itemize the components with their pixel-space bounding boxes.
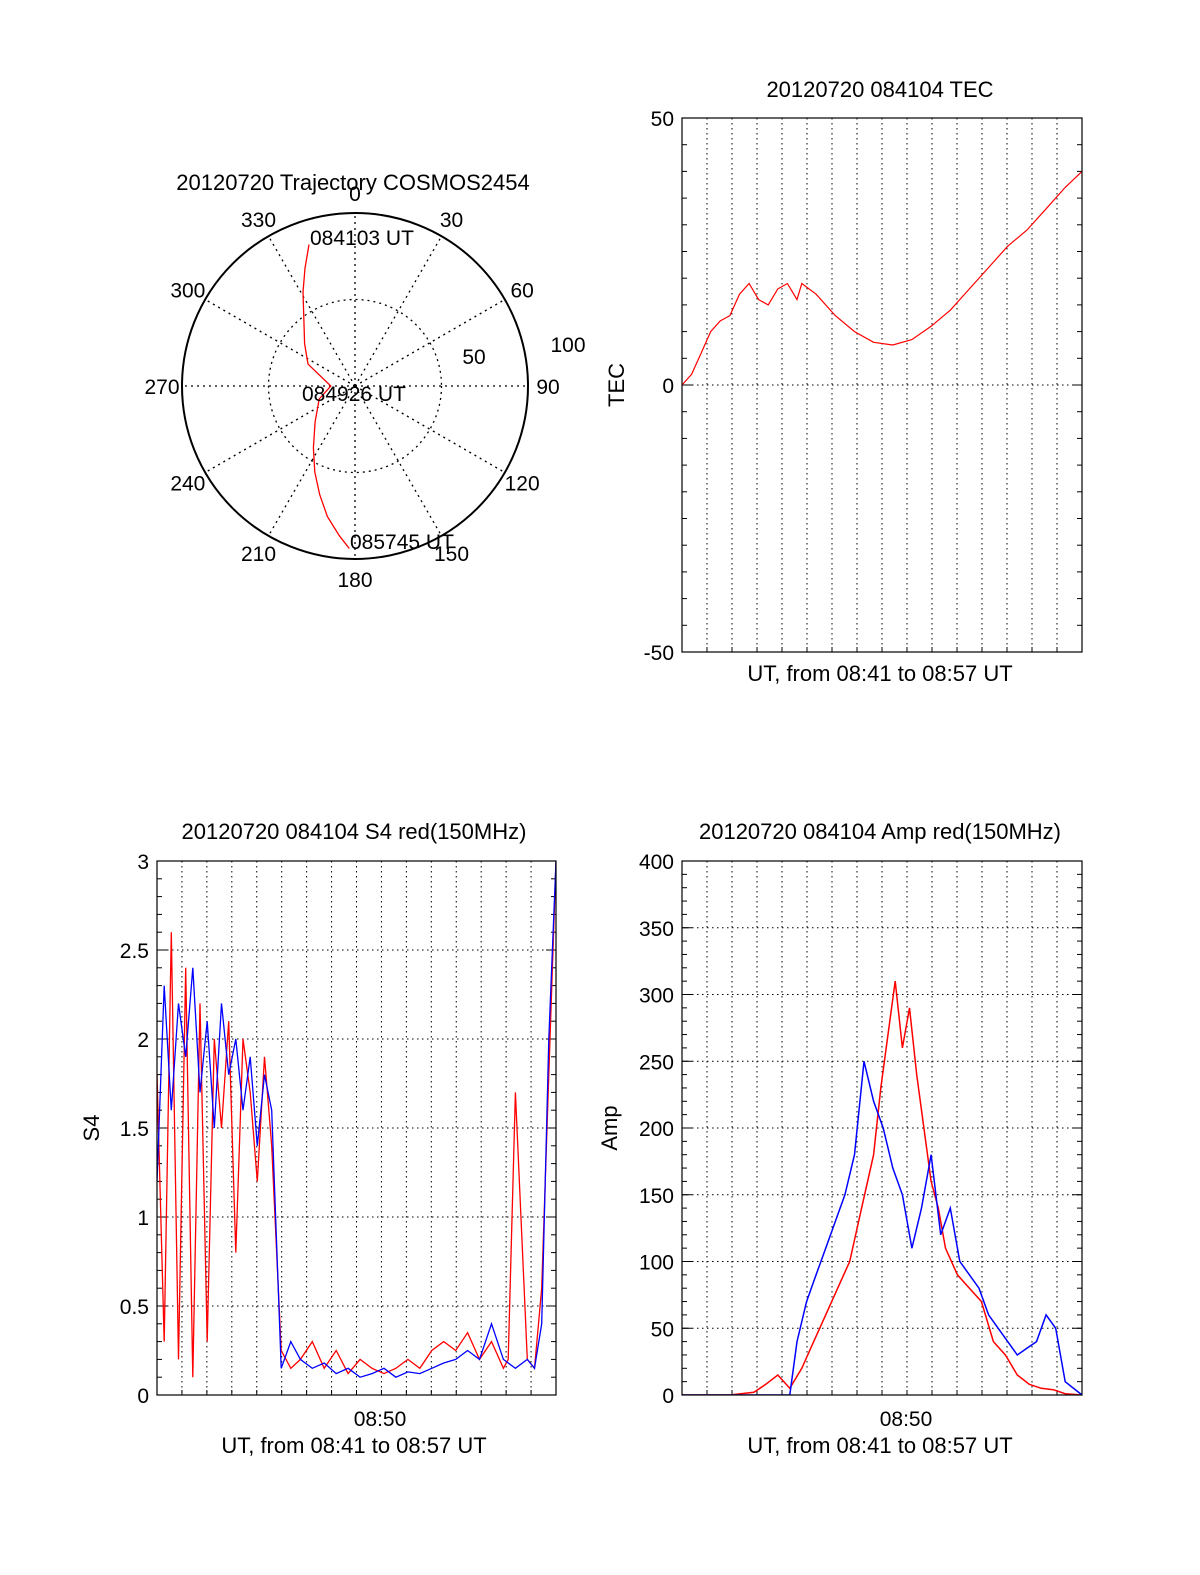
polar-radius-labels: 50 100	[462, 334, 585, 369]
s4-plot-area: 0 0.5 1 1.5 2 2.5 3	[120, 851, 557, 1408]
amp-xtick-label: 08:50	[880, 1408, 933, 1431]
polar-azimuth-labels: 0 30 60 90 120 150 180 210 240 270 300 330	[144, 183, 559, 592]
y-tick-label: 200	[639, 1118, 674, 1141]
polar-azimuth-label: 90	[536, 376, 559, 399]
series-line-red	[682, 170, 1082, 386]
plot-frame	[156, 860, 557, 1396]
y-tick-label: 0	[137, 1385, 149, 1408]
polar-spoke	[267, 385, 356, 537]
polar-radius-label: 100	[550, 334, 585, 357]
polar-azimuth-label: 240	[170, 473, 205, 496]
plot-frame	[681, 117, 1083, 653]
trajectory-track	[302, 244, 350, 549]
tec-title: 20120720 084104 TEC	[766, 77, 993, 102]
polar-spoke	[354, 385, 443, 537]
tec-plot-area: 50 0 -50	[644, 108, 1083, 665]
y-tick-label: 350	[639, 918, 674, 941]
polar-azimuth-label: 150	[434, 543, 469, 566]
y-tick-label: 0	[662, 1385, 674, 1408]
y-tick-label: 50	[651, 1318, 674, 1341]
polar-azimuth-label: 30	[440, 209, 463, 232]
y-tick-label: 50	[651, 108, 674, 131]
y-tick-label: 2	[137, 1029, 149, 1052]
amp-title: 20120720 084104 Amp red(150MHz)	[699, 819, 1061, 844]
s4-panel: 20120720 084104 S4 red(150MHz) 0 0.5 1 1.5 2…	[79, 819, 557, 1458]
tec-panel: 20120720 084104 TEC 50 0 -50 UT, from 08:4…	[604, 77, 1083, 686]
series-line-red	[157, 861, 556, 1378]
polar-azimuth-label: 270	[144, 376, 179, 399]
trajectory-title: 20120720 Trajectory COSMOS2454	[176, 170, 529, 195]
amp-xlabel: UT, from 08:41 to 08:57 UT	[747, 1433, 1012, 1458]
y-tick-label: 0.5	[120, 1296, 149, 1319]
y-tick-label: 1.5	[120, 1118, 149, 1141]
trajectory-mid-time: 084926 UT	[302, 383, 406, 406]
s4-ylabel: S4	[79, 1115, 104, 1142]
s4-xtick-label: 08:50	[354, 1408, 407, 1431]
polar-azimuth-label: 210	[241, 543, 276, 566]
s4-title: 20120720 084104 S4 red(150MHz)	[182, 819, 527, 844]
trajectory-panel: 20120720 Trajectory COSMOS2454 0 30 60 90 12…	[144, 170, 585, 592]
tec-ylabel: TEC	[604, 363, 629, 407]
plot-frame	[681, 860, 1083, 1396]
amp-ylabel: Amp	[597, 1105, 622, 1150]
polar-spoke	[354, 385, 506, 474]
polar-azimuth-label: 120	[505, 473, 540, 496]
y-tick-label: 1	[137, 1207, 149, 1230]
polar-spoke	[267, 235, 356, 387]
y-tick-label: 3	[137, 851, 149, 874]
y-tick-label: 2.5	[120, 940, 149, 963]
trajectory-start-time: 084103 UT	[310, 227, 414, 250]
y-tick-label: 250	[639, 1051, 674, 1074]
polar-grid	[181, 212, 529, 560]
polar-spoke	[354, 235, 443, 387]
y-tick-label: -50	[644, 642, 674, 665]
polar-azimuth-label: 180	[337, 569, 372, 592]
polar-azimuth-label: 300	[170, 280, 205, 303]
s4-xlabel: UT, from 08:41 to 08:57 UT	[221, 1433, 486, 1458]
polar-azimuth-label: 60	[510, 280, 533, 303]
amp-panel: 20120720 084104 Amp red(150MHz) 0 50 100 15…	[597, 819, 1083, 1458]
tec-xlabel: UT, from 08:41 to 08:57 UT	[747, 661, 1012, 686]
series-line-red	[682, 980, 1082, 1395]
polar-spoke	[204, 385, 356, 474]
polar-outer-circle	[181, 212, 529, 560]
polar-radius-label: 50	[462, 346, 485, 369]
polar-spoke	[354, 298, 506, 387]
trajectory-series-line	[302, 244, 350, 549]
polar-azimuth-label: 330	[241, 209, 276, 232]
series-line-blue	[682, 1061, 1082, 1395]
y-tick-label: 400	[639, 851, 674, 874]
polar-grid-circle-50	[267, 298, 443, 474]
polar-spoke	[204, 298, 356, 387]
y-tick-label: 150	[639, 1185, 674, 1208]
trajectory-end-time: 085745 UT	[350, 531, 454, 554]
series-line-blue	[157, 861, 556, 1378]
y-tick-label: 300	[639, 985, 674, 1008]
polar-azimuth-label: 0	[349, 183, 361, 206]
y-tick-label: 0	[662, 375, 674, 398]
y-tick-label: 100	[639, 1252, 674, 1275]
amp-plot-area: 0 50 100 150 200 250 300 350 400	[639, 851, 1083, 1408]
